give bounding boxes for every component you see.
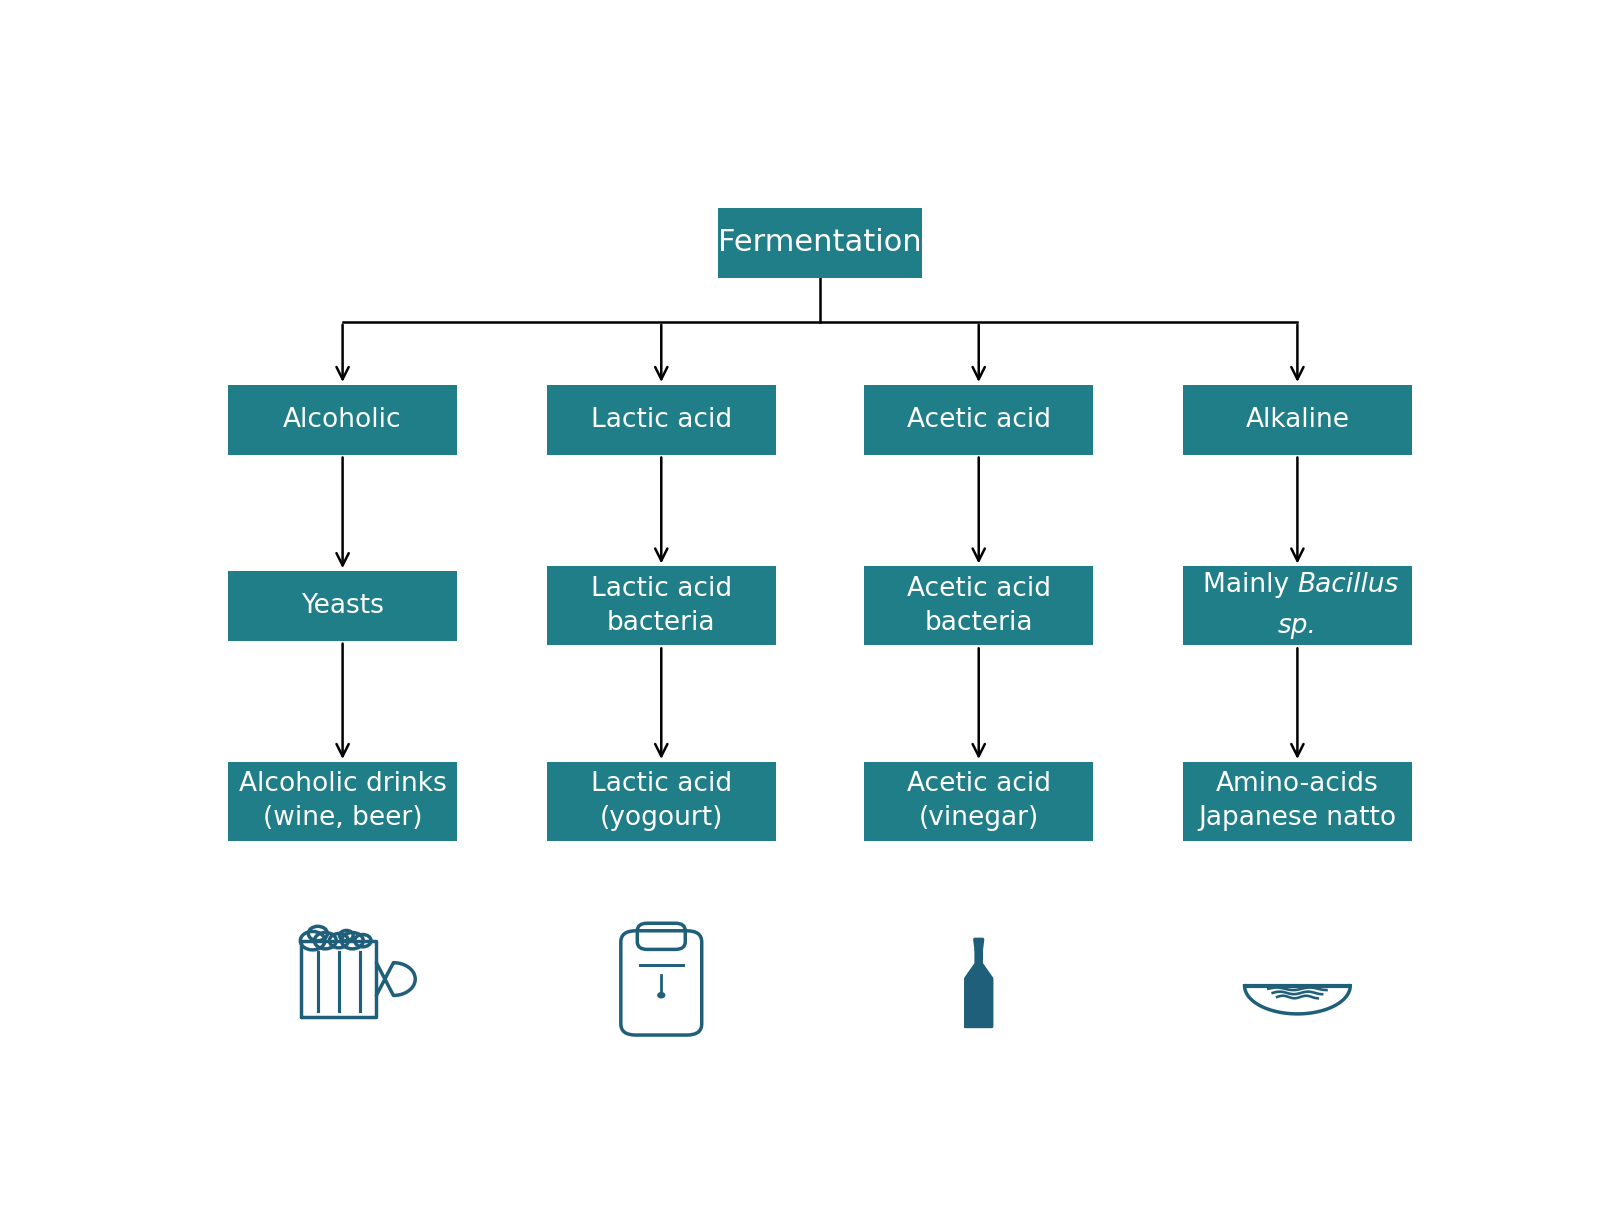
FancyBboxPatch shape (864, 566, 1093, 646)
FancyBboxPatch shape (547, 762, 776, 841)
FancyBboxPatch shape (1182, 762, 1413, 841)
Text: Mainly: Mainly (1203, 572, 1298, 598)
Text: Alkaline: Alkaline (1245, 406, 1349, 433)
FancyBboxPatch shape (227, 762, 458, 841)
Text: Fermentation: Fermentation (718, 229, 922, 258)
FancyBboxPatch shape (864, 384, 1093, 455)
FancyBboxPatch shape (547, 384, 776, 455)
FancyBboxPatch shape (718, 208, 922, 278)
FancyBboxPatch shape (1182, 384, 1413, 455)
Circle shape (658, 993, 664, 997)
Polygon shape (966, 950, 992, 1026)
FancyBboxPatch shape (1182, 566, 1413, 646)
Text: sp.: sp. (1278, 613, 1317, 640)
Text: Acetic acid
bacteria: Acetic acid bacteria (907, 575, 1051, 636)
Text: Alcoholic drinks
(wine, beer): Alcoholic drinks (wine, beer) (238, 771, 446, 832)
Text: Acetic acid
(vinegar): Acetic acid (vinegar) (907, 771, 1051, 832)
FancyBboxPatch shape (864, 762, 1093, 841)
Text: Acetic acid: Acetic acid (907, 406, 1051, 433)
Text: Lactic acid
bacteria: Lactic acid bacteria (590, 575, 731, 636)
FancyBboxPatch shape (227, 571, 458, 641)
FancyBboxPatch shape (227, 384, 458, 455)
Text: Lactic acid
(yogourt): Lactic acid (yogourt) (590, 771, 731, 832)
Polygon shape (974, 939, 982, 950)
Text: Lactic acid: Lactic acid (590, 406, 731, 433)
Text: Alcoholic: Alcoholic (283, 406, 402, 433)
Text: Amino-acids
Japanese natto: Amino-acids Japanese natto (1198, 771, 1397, 832)
FancyBboxPatch shape (547, 566, 776, 646)
Text: Bacillus: Bacillus (1298, 572, 1398, 598)
Text: Yeasts: Yeasts (301, 592, 384, 619)
